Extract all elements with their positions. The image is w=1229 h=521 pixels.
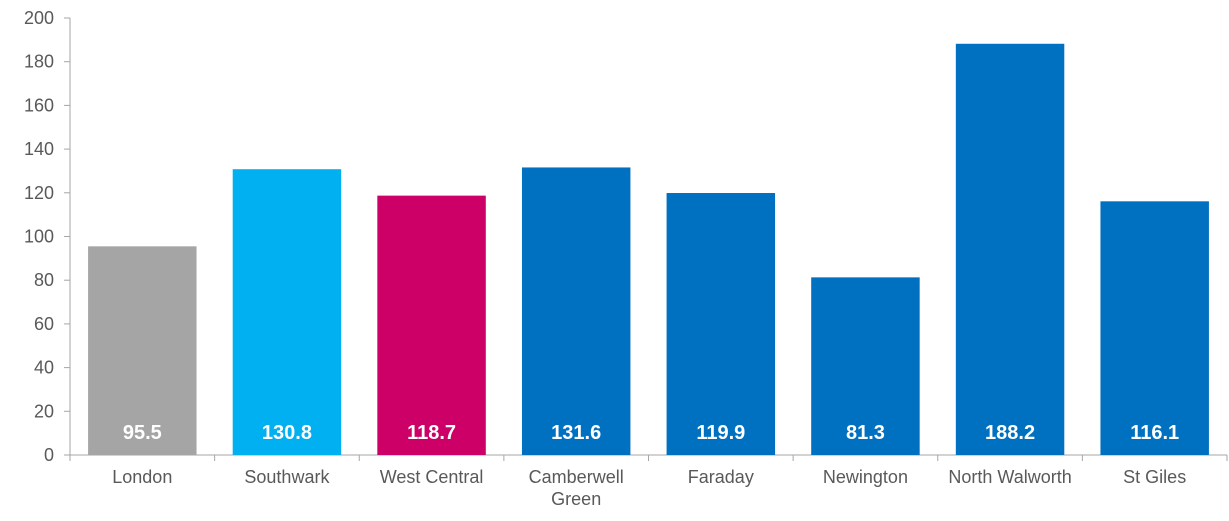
x-tick-label: West Central — [380, 467, 484, 487]
data-label: 81.3 — [846, 422, 885, 444]
data-label: 95.5 — [123, 422, 162, 444]
y-tick-label: 0 — [44, 445, 54, 465]
x-tick-label: Faraday — [688, 467, 754, 487]
bar — [955, 43, 1065, 456]
bar — [1100, 201, 1209, 455]
bar — [666, 193, 776, 455]
data-label: 119.9 — [696, 422, 745, 444]
y-tick-label: 80 — [34, 270, 54, 290]
x-tick-label: North Walworth — [948, 467, 1071, 487]
y-tick-label: 120 — [24, 183, 54, 203]
data-label: 130.8 — [262, 422, 312, 444]
y-tick-label: 20 — [34, 401, 54, 421]
bar — [811, 277, 920, 455]
data-label: 188.2 — [985, 422, 1035, 444]
x-tick-label: London — [112, 467, 172, 487]
x-tick-label: Southwark — [244, 467, 330, 487]
x-tick-label: Newington — [823, 467, 908, 487]
bar — [377, 195, 486, 455]
bar — [232, 169, 342, 455]
y-tick-label: 140 — [24, 139, 54, 159]
bar — [521, 167, 631, 456]
y-tick-label: 40 — [34, 358, 54, 378]
y-tick-label: 180 — [24, 52, 54, 72]
data-label: 131.6 — [551, 422, 601, 444]
x-tick-label: Camberwell Green — [529, 467, 624, 509]
y-tick-label: 100 — [24, 227, 54, 247]
bar — [88, 246, 197, 455]
x-tick-label: St Giles — [1123, 467, 1186, 487]
y-tick-label: 60 — [34, 314, 54, 334]
data-label: 116.1 — [1130, 422, 1179, 444]
y-tick-label: 200 — [24, 8, 54, 28]
y-tick-label: 160 — [24, 95, 54, 115]
data-label: 118.7 — [407, 422, 456, 444]
